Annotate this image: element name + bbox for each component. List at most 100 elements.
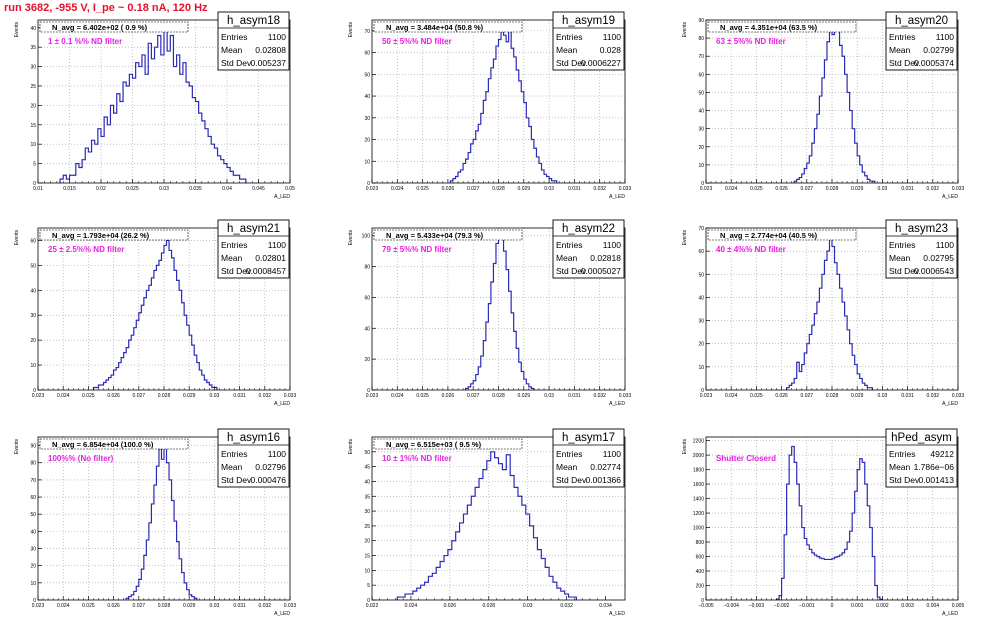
panel-h_asym17: 0.022 0.024 0.026 0.028 0.03 0.032 0.034 0 5 10 15… — [348, 428, 626, 617]
x-tick-label: 0.025 — [126, 186, 139, 192]
x-axis-label: A_LED — [609, 401, 625, 407]
y-tick-label: 0 — [367, 598, 370, 604]
x-axis-label: A_LED — [609, 194, 625, 200]
y-tick-label: 40 — [364, 326, 370, 332]
navg-box — [707, 229, 857, 241]
stats-mean-label: Mean — [556, 253, 578, 263]
x-tick-label: 0.029 — [518, 186, 531, 192]
stats-box — [885, 428, 958, 488]
x-tick-label: 0.033 — [619, 186, 632, 192]
histogram-series — [793, 23, 876, 183]
x-tick-label: 0.05 — [285, 186, 295, 192]
stats-entries-value: 49212 — [930, 449, 954, 459]
x-tick-label: −0.004 — [723, 603, 739, 609]
stats-mean-label: Mean — [889, 253, 911, 263]
stats-entries-label: Entries — [221, 449, 247, 459]
y-tick-label: 15 — [30, 123, 36, 129]
x-axis-label: A_LED — [942, 401, 958, 407]
x-tick-label: 0.026 — [107, 393, 120, 399]
stats-entries-label: Entries — [221, 32, 247, 42]
x-tick-label: 0.031 — [233, 603, 246, 609]
x-tick-label: 0.033 — [284, 393, 297, 399]
x-tick-label: 0.028 — [158, 393, 171, 399]
navg-box — [39, 229, 189, 241]
x-tick-label: 0.03 — [210, 603, 220, 609]
filter-label: 100%% (No filter) — [48, 454, 114, 463]
navg-label: N_avg = 6.515e+03 ( 9.5 %) — [386, 440, 482, 449]
x-tick-label: 0.023 — [700, 393, 713, 399]
y-axis-label: Events — [348, 439, 354, 455]
stats-std-label: Std Dev — [889, 266, 920, 276]
stats-title: h_asym23 — [895, 223, 948, 235]
panel-hPed_asym: −0.005 −0.004 −0.003 −0.002 −0.001 0 0.001 0.00… — [682, 428, 964, 617]
stats-entries-label: Entries — [556, 240, 582, 250]
y-tick-label: 35 — [30, 45, 36, 51]
y-axis-label: Events — [348, 22, 354, 38]
y-tick-label: 0 — [701, 598, 704, 604]
stats-entries-label: Entries — [889, 32, 915, 42]
stats-title: h_asym18 — [227, 15, 280, 27]
stats-entries-label: Entries — [221, 240, 247, 250]
y-tick-label: 50 — [698, 90, 704, 96]
x-axis-label: A_LED — [942, 194, 958, 200]
x-tick-label: −0.003 — [749, 603, 765, 609]
y-tick-label: 20 — [364, 138, 370, 144]
x-tick-label: −0.002 — [774, 603, 790, 609]
y-tick-label: 30 — [30, 65, 36, 71]
y-tick-label: 5 — [33, 162, 36, 168]
x-tick-label: 0.045 — [252, 186, 265, 192]
x-tick-label: 0.025 — [416, 393, 429, 399]
x-tick-label: 0.033 — [952, 186, 965, 192]
y-tick-label: 40 — [30, 26, 36, 32]
stats-mean-label: Mean — [221, 45, 243, 55]
run-title: run 3682, -955 V, I_pe ~ 0.18 nA, 120 Hz — [4, 2, 208, 14]
y-tick-label: 25 — [30, 84, 36, 90]
histogram-series — [59, 27, 247, 183]
panel-h_asym23: 0.023 0.024 0.025 0.026 0.027 0.028 0.029 0.03 0… — [682, 219, 964, 407]
x-axis-label: A_LED — [942, 611, 958, 617]
navg-box — [39, 438, 189, 450]
stats-mean-label: Mean — [889, 45, 911, 55]
y-tick-label: 30 — [364, 116, 370, 122]
x-tick-label: 0.032 — [560, 603, 573, 609]
y-tick-label: 20 — [364, 357, 370, 363]
x-tick-label: 0.022 — [366, 603, 379, 609]
y-tick-label: 0 — [367, 388, 370, 394]
x-tick-label: 0.029 — [183, 603, 196, 609]
navg-box — [373, 229, 523, 241]
x-tick-label: 0.024 — [391, 186, 404, 192]
y-tick-label: 60 — [698, 72, 704, 78]
navg-label: N_avg = 6.402e+02 ( 0.9 %) — [52, 23, 148, 32]
x-tick-label: 0.03 — [544, 393, 554, 399]
x-tick-label: 0.032 — [259, 603, 272, 609]
x-tick-label: 0.028 — [492, 393, 505, 399]
x-tick-label: 0.024 — [57, 603, 70, 609]
x-tick-label: 0.025 — [750, 186, 763, 192]
y-tick-label: 80 — [364, 265, 370, 271]
stats-mean-label: Mean — [221, 253, 243, 263]
stats-entries-label: Entries — [556, 32, 582, 42]
stats-std-label: Std Dev — [556, 266, 587, 276]
y-tick-label: 70 — [698, 226, 704, 232]
stats-title: h_asym22 — [562, 223, 615, 235]
stats-box — [217, 219, 290, 279]
stats-entries-value: 1100 — [268, 32, 287, 42]
y-tick-label: 0 — [33, 181, 36, 187]
x-tick-label: 0.026 — [775, 186, 788, 192]
stats-std-label: Std Dev — [556, 58, 587, 68]
y-tick-label: 0 — [367, 181, 370, 187]
stats-title: hPed_asym — [891, 432, 952, 444]
stats-box — [885, 11, 958, 71]
x-tick-label: 0.03 — [544, 186, 554, 192]
y-tick-label: 30 — [698, 319, 704, 325]
x-tick-label: 0.026 — [444, 603, 457, 609]
y-tick-label: 50 — [364, 72, 370, 78]
navg-box — [373, 438, 523, 450]
y-tick-label: 1600 — [693, 482, 704, 488]
filter-label: 10 ± 1%% ND filter — [382, 454, 452, 463]
navg-label: N_avg = 3.484e+04 (50.8 %) — [386, 23, 484, 32]
y-tick-label: 50 — [698, 272, 704, 278]
y-tick-label: 60 — [364, 295, 370, 301]
y-tick-label: 80 — [698, 36, 704, 42]
x-tick-label: 0.004 — [927, 603, 940, 609]
